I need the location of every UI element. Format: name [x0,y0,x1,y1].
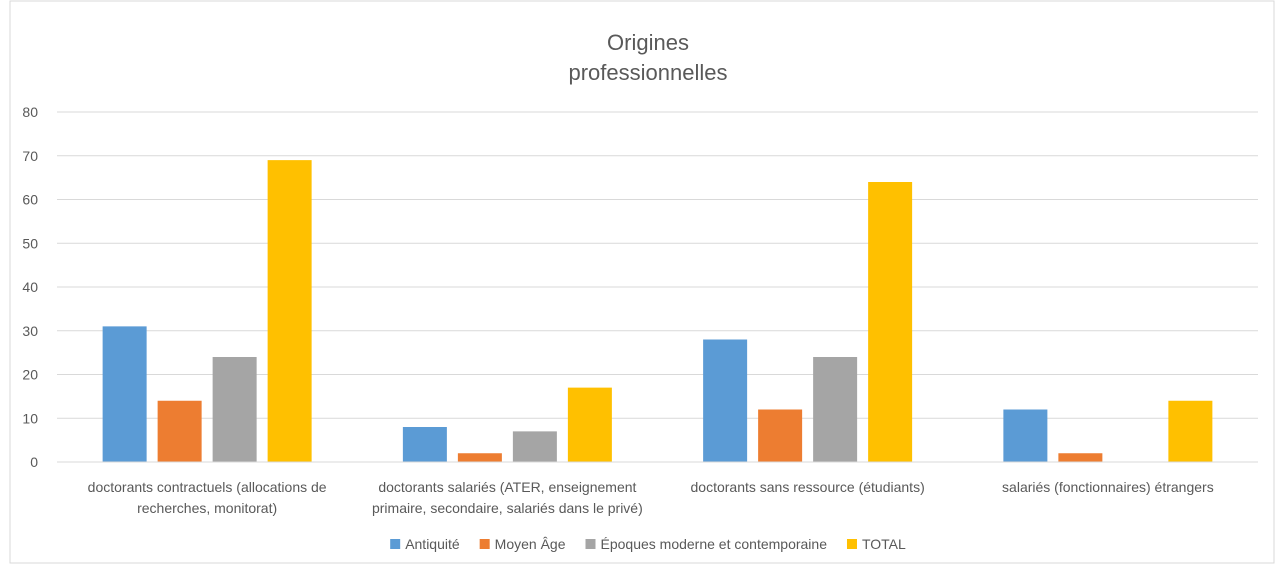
legend-item: TOTAL [846,536,906,552]
legend: Antiquité Moyen Âge Époques moderne et con… [390,536,906,552]
bar [457,453,502,462]
bar [212,357,257,462]
y-tick-label: 20 [22,367,38,383]
legend-label: Moyen Âge [495,536,566,552]
bar [567,387,612,462]
y-tick-label: 0 [30,454,38,470]
chart-frame [9,0,1275,564]
bar [1003,409,1048,462]
bar [157,400,202,462]
bar [512,431,557,462]
y-axis-ticks: 0 10 20 30 40 50 60 70 80 [22,104,38,470]
bar [758,409,803,462]
legend-item: Moyen Âge [479,536,566,552]
legend-swatch [846,539,857,549]
y-tick-label: 50 [22,235,38,251]
x-category-label: salariés (fonctionnaires) étrangers [1002,479,1214,495]
legend-label: Époques moderne et contemporaine [601,536,828,552]
legend-label: TOTAL [862,536,906,552]
bar [1168,400,1213,462]
legend-item: Antiquité [390,536,460,552]
bars [102,160,1213,462]
y-tick-label: 70 [22,148,38,164]
y-tick-label: 30 [22,323,38,339]
legend-swatch [479,539,490,549]
bar [102,326,147,462]
bar [402,427,447,462]
x-category-label: doctorants salariés (ATER, enseignement p… [372,479,643,516]
y-tick-label: 40 [22,279,38,295]
y-tick-label: 60 [22,192,38,208]
chart-title: Origines professionnelles [569,30,728,85]
legend-swatch [585,539,596,549]
bar [868,182,913,462]
chart-title-line: professionnelles [569,60,728,85]
legend-swatch [390,539,401,549]
gridlines [57,111,1258,419]
bar [703,339,748,462]
bar [1058,453,1103,462]
chart-title-line: Origines [607,30,689,55]
legend-item: Époques moderne et contemporaine [585,536,828,552]
y-tick-label: 10 [22,410,38,426]
bar [813,357,858,462]
x-category-label: doctorants contractuels (allocations de r… [88,479,327,516]
x-category-label: doctorants sans ressource (étudiants) [691,479,925,495]
bar [267,160,312,462]
legend-label: Antiquité [405,536,460,552]
category-labels: doctorants contractuels (allocations de r… [88,479,1214,516]
y-tick-label: 80 [22,104,38,120]
